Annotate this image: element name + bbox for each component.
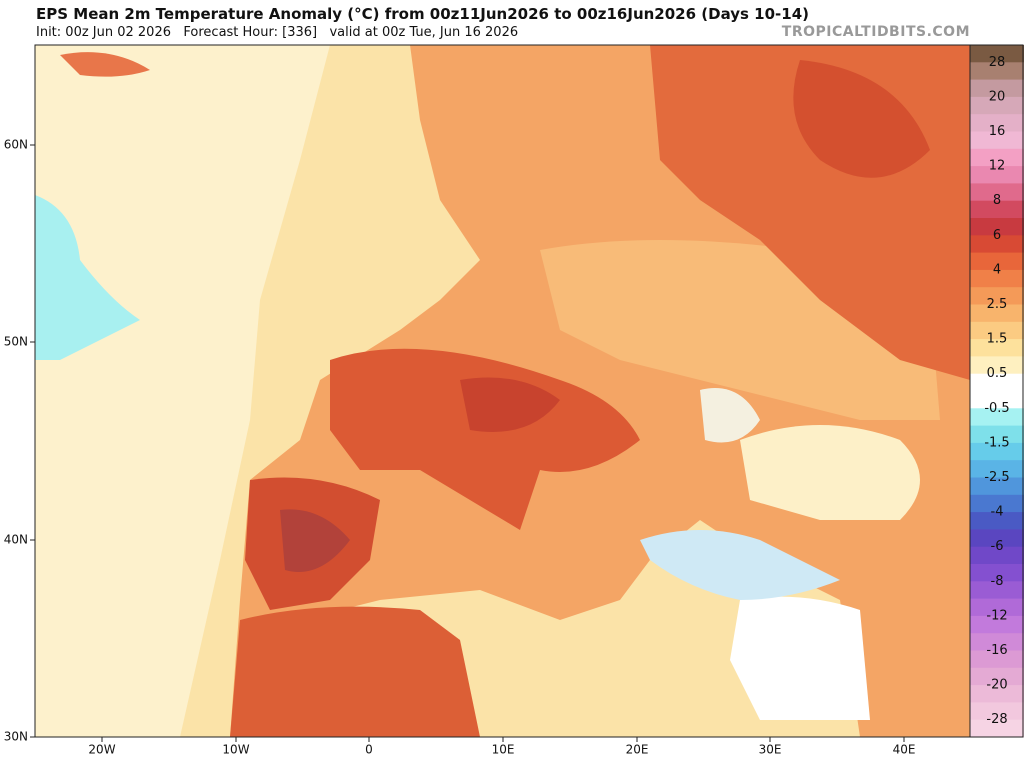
colorbar-cell <box>970 425 1024 444</box>
lon-label: 40E <box>893 743 916 757</box>
colorbar-cell <box>970 166 1024 184</box>
colorbar-label: -20 <box>986 678 1007 693</box>
lon-label: 0 <box>365 743 373 757</box>
colorbar-cell <box>970 131 1024 150</box>
colorbar-cell <box>970 148 1024 167</box>
lat-label: 30N <box>4 730 28 744</box>
colorbar-cell <box>970 685 1024 703</box>
colorbar-cell <box>970 477 1024 496</box>
colorbar-cell <box>970 62 1024 81</box>
lon-label: 20E <box>626 743 649 757</box>
colorbar-cell <box>970 218 1024 236</box>
lat-label: 60N <box>4 138 28 152</box>
colorbar-label: -8 <box>991 574 1004 589</box>
colorbar-cell <box>970 321 1024 340</box>
colorbar-cell <box>970 546 1024 565</box>
colorbar-label: -2.5 <box>984 470 1009 485</box>
colorbar-label: 12 <box>989 159 1006 174</box>
colorbar-label: -6 <box>991 539 1004 554</box>
colorbar-label: 1.5 <box>987 332 1008 347</box>
colorbar-label: -1.5 <box>984 435 1009 450</box>
colorbar-label: 8 <box>993 193 1001 208</box>
colorbar-label: -16 <box>986 643 1007 658</box>
brand: TROPICALTIDBITS.COM <box>781 24 970 40</box>
colorbar-cell <box>970 269 1024 288</box>
colorbar: 28 20 16 12 8 6 4 2.5 1.5 0.5 -0.5 -1.5 -2.5 -4 -6 -8 -1… <box>969 44 1024 738</box>
colorbar-cell <box>970 529 1024 548</box>
axis-labels: 60N 50N 40N 30N 20W 10W 0 10E 20E 30E 40E <box>4 138 916 757</box>
colorbar-cell <box>970 442 1024 461</box>
colorbar-cell <box>970 702 1024 721</box>
colorbar-label: -12 <box>986 608 1007 623</box>
lat-label: 50N <box>4 335 28 349</box>
colorbar-cell <box>970 391 1024 409</box>
colorbar-cell <box>970 564 1024 582</box>
colorbar-cell <box>970 356 1024 375</box>
colorbar-frame <box>969 44 1024 738</box>
colorbar-cell <box>970 667 1024 686</box>
colorbar-cell <box>970 633 1024 651</box>
colorbar-label: 6 <box>993 228 1001 243</box>
colorbar-cell <box>970 252 1024 271</box>
colorbar-cell <box>970 45 1024 63</box>
colorbar-label: -28 <box>986 712 1007 727</box>
colorbar-label: 4 <box>993 262 1001 277</box>
colorbar-cell <box>970 512 1024 530</box>
colorbar-cell <box>970 598 1024 617</box>
lon-label: 10E <box>492 743 515 757</box>
lat-label: 40N <box>4 533 28 547</box>
lon-label: 20W <box>88 743 115 757</box>
colorbar-cell <box>970 494 1024 513</box>
colorbar-cell <box>970 287 1024 305</box>
colorbar-cell <box>970 183 1024 202</box>
subtitle: Init: 00z Jun 02 2026 Forecast Hour: [33… <box>36 25 519 40</box>
colorbar-cell <box>970 339 1024 357</box>
colorbar-label: 2.5 <box>987 297 1008 312</box>
colorbar-label: -0.5 <box>984 401 1009 416</box>
colorbar-cell <box>970 460 1024 478</box>
colorbar-cell <box>970 235 1024 254</box>
colorbar-cell <box>970 719 1024 738</box>
map-field <box>35 45 970 737</box>
colorbar-label: 0.5 <box>987 366 1008 381</box>
colorbar-cell <box>970 96 1024 115</box>
colorbar-label: 20 <box>989 89 1006 104</box>
colorbar-cell <box>970 114 1024 132</box>
colorbar-label: 16 <box>989 124 1006 139</box>
colorbar-cell <box>970 200 1024 219</box>
colorbar-cell <box>970 581 1024 600</box>
colorbar-cell <box>970 373 1024 392</box>
colorbar-cell <box>970 615 1024 634</box>
lon-label: 30E <box>759 743 782 757</box>
colorbar-cell <box>970 304 1024 323</box>
lon-label: 10W <box>222 743 249 757</box>
colorbar-cell <box>970 408 1024 427</box>
title: EPS Mean 2m Temperature Anomaly (°C) fro… <box>36 5 809 23</box>
colorbar-cell <box>970 79 1024 98</box>
colorbar-cell <box>970 650 1024 669</box>
colorbar-label: 28 <box>989 55 1006 70</box>
colorbar-label: -4 <box>991 505 1004 520</box>
